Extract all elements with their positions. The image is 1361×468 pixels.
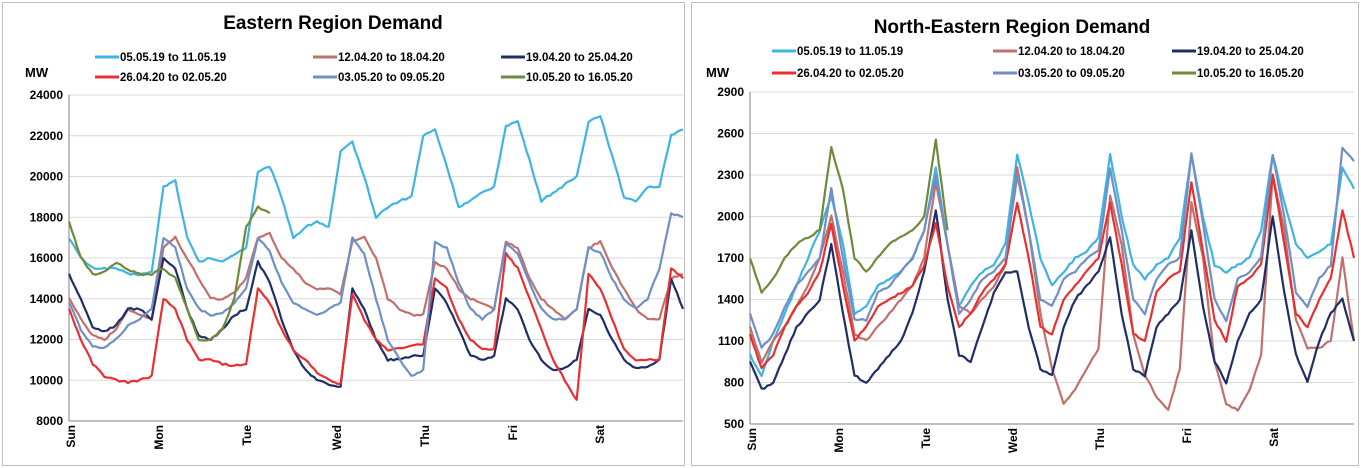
- x-tick-label: Sun: [64, 425, 78, 448]
- y-tick-label: 2000: [717, 210, 744, 224]
- x-tick-label: Sun: [745, 428, 759, 451]
- legend-entry: 10.05.20 to 16.05.20: [526, 72, 633, 84]
- series-line: [748, 146, 1355, 349]
- series-line: [68, 212, 684, 377]
- y-tick-label: 2300: [717, 168, 744, 182]
- y-tick-label: 24000: [30, 88, 64, 102]
- x-tick-label: Sat: [593, 425, 607, 444]
- legend-entry: 03.05.20 to 09.05.20: [1018, 68, 1125, 80]
- x-tick-label: Fri: [506, 425, 520, 440]
- x-tick-label: Tue: [240, 425, 254, 446]
- legend-entry: 26.04.20 to 02.05.20: [797, 68, 904, 80]
- y-tick-label: 1700: [717, 251, 744, 265]
- y-axis-label: MW: [706, 65, 730, 80]
- series-line: [748, 166, 1356, 412]
- series-line: [748, 152, 1355, 377]
- series-line: [67, 205, 271, 342]
- y-tick-label: 2900: [717, 85, 744, 99]
- x-tick-label: Fri: [1180, 428, 1194, 443]
- legend-entry: 05.05.19 to 11.05.19: [797, 46, 903, 58]
- y-tick-label: 18000: [30, 210, 64, 224]
- legend-entry: 03.05.20 to 09.05.20: [338, 72, 445, 84]
- y-axis-label: MW: [25, 65, 49, 80]
- x-tick-label: Mon: [832, 428, 846, 453]
- series-line: [748, 174, 1356, 370]
- y-tick-label: 10000: [30, 373, 64, 387]
- y-tick-label: 2600: [717, 127, 744, 141]
- y-tick-label: 16000: [30, 251, 64, 265]
- legend-entry: 05.05.19 to 11.05.19: [120, 52, 226, 64]
- x-tick-label: Thu: [418, 425, 432, 447]
- series-line: [67, 251, 684, 401]
- x-tick-label: Sat: [1267, 428, 1281, 447]
- y-tick-label: 14000: [30, 292, 64, 306]
- eastern-region-chart: Eastern Region Demand MW 8000 10000 12000 140…: [2, 2, 685, 466]
- series-line: [748, 209, 1356, 390]
- eastern-region-chart-svg: Eastern Region Demand MW 8000 10000 12000 140…: [25, 13, 685, 450]
- y-tick-label: 8000: [36, 414, 63, 428]
- north-eastern-region-chart: North-Eastern Region Demand MW 500 800 1100 1…: [691, 2, 1359, 466]
- chart-title: Eastern Region Demand: [223, 13, 443, 34]
- x-tick-label: Mon: [152, 425, 166, 450]
- legend-entry: 19.04.20 to 25.04.20: [1197, 46, 1304, 58]
- series-line: [748, 138, 949, 294]
- y-tick-label: 20000: [30, 170, 64, 184]
- legend-entry: 12.04.20 to 18.04.20: [338, 52, 445, 64]
- y-tick-label: 1400: [717, 293, 744, 307]
- chart-title: North-Eastern Region Demand: [874, 17, 1151, 38]
- y-tick-label: 500: [724, 417, 744, 431]
- x-tick-label: Thu: [1093, 428, 1107, 450]
- legend-entry: 19.04.20 to 25.04.20: [526, 52, 633, 64]
- y-tick-label: 800: [724, 376, 744, 390]
- north-eastern-region-chart-svg: North-Eastern Region Demand MW 500 800 1100 1…: [706, 17, 1356, 453]
- y-tick-label: 12000: [30, 333, 64, 347]
- legend-entry: 12.04.20 to 18.04.20: [1018, 46, 1125, 58]
- y-tick-label: 1100: [718, 334, 744, 348]
- legend-entry: 26.04.20 to 02.05.20: [120, 72, 227, 84]
- series-line: [68, 115, 684, 277]
- x-tick-label: Wed: [1006, 428, 1020, 453]
- x-tick-label: Tue: [919, 428, 933, 449]
- x-tick-label: Wed: [330, 425, 344, 450]
- legend-entry: 10.05.20 to 16.05.20: [1197, 68, 1304, 80]
- y-tick-label: 22000: [30, 129, 64, 143]
